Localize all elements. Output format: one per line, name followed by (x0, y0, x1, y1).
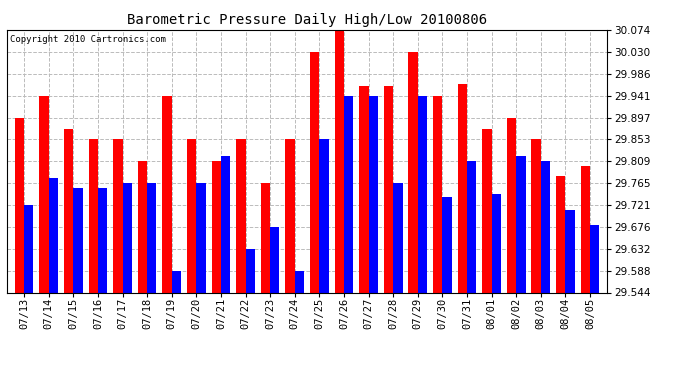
Bar (310, 52, 319, 292)
Bar (39, 96, 49, 292)
Bar (417, 96, 427, 292)
Bar (516, 156, 526, 292)
Bar (197, 183, 206, 292)
Bar (286, 140, 295, 292)
Bar (172, 271, 181, 292)
Bar (442, 197, 452, 292)
Bar (359, 87, 368, 292)
Bar (98, 189, 107, 292)
Bar (590, 225, 600, 292)
Bar (113, 140, 123, 292)
Bar (123, 183, 132, 292)
Bar (187, 140, 197, 292)
Bar (88, 140, 98, 292)
Bar (393, 183, 402, 292)
Bar (580, 166, 590, 292)
Bar (541, 161, 550, 292)
Bar (246, 249, 255, 292)
Bar (221, 156, 230, 292)
Title: Barometric Pressure Daily High/Low 20100806: Barometric Pressure Daily High/Low 20100… (127, 13, 487, 27)
Bar (64, 129, 73, 292)
Bar (236, 140, 246, 292)
Bar (467, 161, 476, 292)
Bar (138, 161, 147, 292)
Bar (73, 189, 83, 292)
Bar (384, 87, 393, 292)
Bar (482, 129, 491, 292)
Bar (531, 140, 541, 292)
Bar (556, 176, 565, 292)
Bar (49, 178, 58, 292)
Bar (433, 96, 442, 292)
Bar (212, 161, 221, 292)
Bar (319, 140, 328, 292)
Bar (335, 30, 344, 292)
Bar (368, 96, 378, 292)
Bar (14, 118, 24, 292)
Bar (24, 205, 34, 292)
Bar (147, 183, 157, 292)
Bar (162, 96, 172, 292)
Bar (507, 118, 516, 292)
Bar (408, 52, 417, 292)
Bar (457, 84, 467, 292)
Bar (270, 227, 279, 292)
Bar (261, 183, 270, 292)
Bar (344, 96, 353, 292)
Text: Copyright 2010 Cartronics.com: Copyright 2010 Cartronics.com (10, 35, 166, 44)
Bar (491, 194, 501, 292)
Bar (565, 210, 575, 292)
Bar (295, 271, 304, 292)
